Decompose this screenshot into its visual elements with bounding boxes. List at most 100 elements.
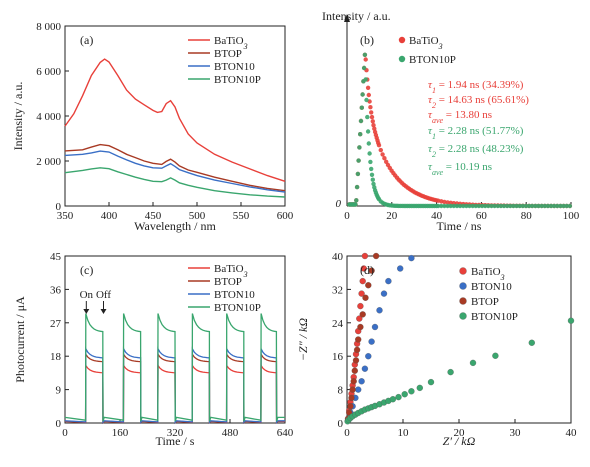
panel-d-data-point	[368, 338, 375, 345]
panel-d-legend-label-main: BTON10P	[471, 311, 518, 323]
panel-b-legend-label-main: BaTiO	[409, 35, 439, 47]
panel-b-data-point	[467, 203, 472, 209]
panel-b-annotation-text: = 1.94 ns (34.39%)	[436, 79, 524, 91]
panel-a-xtick-label: 600	[277, 210, 294, 222]
panel-b-data-point	[530, 203, 535, 209]
panel-b-data-point	[363, 57, 368, 62]
panel-b-data-point	[495, 203, 500, 209]
panel-b-data-point	[358, 132, 363, 137]
panel-d-data-point	[348, 394, 355, 402]
panel-b-data-point	[533, 203, 538, 209]
panel-c-label: (c)	[80, 263, 93, 277]
panel-b-data-point	[489, 203, 494, 209]
panel-b-data-point	[363, 77, 368, 82]
panel-b-annotation-text: = 2.28 ns (51.77%)	[436, 125, 524, 137]
panel-d-data-point	[361, 365, 369, 372]
panel-d-data-point	[358, 378, 365, 385]
panel-d-data-point	[395, 393, 402, 401]
panel-b-xlabel: Time / ns	[437, 219, 482, 233]
panel-b-data-point	[369, 114, 375, 120]
panel-b-data-point	[369, 172, 375, 177]
panel-c-legend-label: BTON10P	[214, 302, 261, 314]
panel-c-xtick-label: 480	[222, 427, 239, 439]
panel-b-legend-label: BaTiO3	[409, 35, 443, 51]
panel-b-data-point	[369, 110, 374, 115]
panel-b-data-point	[464, 203, 469, 209]
panel-b-data-point	[355, 171, 361, 177]
panel-b-data-point	[561, 203, 566, 209]
panel-c-xtick-label: 640	[277, 427, 294, 439]
panel-b-data-point	[548, 203, 554, 209]
panel-a-emission-spectra: 350 400 450 500 550 600 0 2 000 4 000 6 000 8 000 (…	[11, 21, 294, 233]
panel-d-legend-marker	[459, 297, 467, 305]
panel-b-xtick-label: 0	[344, 210, 350, 222]
panel-d-data-point	[408, 388, 415, 395]
panel-d-data-point	[376, 307, 383, 314]
panel-b-data-point	[567, 203, 573, 209]
panel-d-ytick-label: 40	[332, 251, 344, 263]
panel-c-legend-label-main: BTOP	[214, 276, 242, 288]
panel-b-data-point	[380, 152, 385, 157]
panel-a-series-line	[64, 167, 286, 198]
panel-d-xtick-label: 0	[344, 427, 350, 439]
panel-b-data-point	[372, 126, 377, 131]
panel-b-data-point	[514, 203, 519, 209]
panel-b-data-point	[369, 166, 374, 172]
panel-d-data-point	[357, 323, 364, 331]
panel-b-legend-label: BTON10P	[409, 54, 456, 66]
panel-c-legend-label-main: BTON10P	[214, 302, 261, 314]
panel-d-data-point	[355, 386, 362, 393]
panel-a-ytick-label: 4 000	[36, 111, 61, 123]
panel-a-series-line	[64, 150, 286, 193]
panel-d-xtick-label: 10	[398, 427, 410, 439]
panel-a-ytick-label: 8 000	[36, 21, 61, 33]
panel-b-ytick-label: 0	[336, 198, 342, 210]
panel-b-data-point	[479, 203, 485, 209]
panel-d-data-point	[359, 277, 366, 285]
panel-d-xtick-label: 20	[454, 427, 466, 439]
panel-d-data-point	[528, 339, 535, 346]
panel-b-data-point	[364, 97, 369, 103]
panel-b-annotation-symbol: τ	[428, 109, 433, 121]
panel-b-legend-label-sub: 3	[438, 42, 443, 51]
panel-b-data-point	[552, 203, 557, 209]
panel-a-xtick-label: 500	[189, 210, 206, 222]
panel-d-data-point	[350, 378, 357, 385]
panel-d-data-point	[371, 323, 379, 331]
panel-b-label: (b)	[360, 33, 374, 47]
panel-b-ylabel: Intensity / a.u.	[322, 9, 391, 23]
panel-b-data-point	[358, 118, 364, 124]
panel-b-y-arrow	[344, 14, 350, 22]
panel-b-data-point	[457, 203, 463, 209]
panel-a-xtick-label: 350	[57, 210, 74, 222]
panel-a-legend-label: BTON10P	[214, 74, 261, 86]
panel-b-data-point	[370, 119, 375, 124]
panel-b-data-point	[505, 203, 510, 209]
panel-d-xtick-label: 30	[510, 427, 522, 439]
panel-b-annotation: τ1 = 1.94 ns (34.39%)	[428, 79, 524, 95]
panel-d-data-point	[358, 290, 365, 297]
panel-b-data-point	[356, 158, 361, 163]
panel-d-data-point	[469, 359, 477, 367]
panel-c-legend-label-sub: 3	[243, 270, 248, 279]
panel-b-annotation-sub: 2	[432, 101, 436, 110]
panel-c-ytick-label: 36	[50, 284, 62, 296]
panel-d-ytick-label: 32	[332, 284, 343, 296]
panel-d-legend-label-main: BTOP	[471, 296, 499, 308]
panel-b-annotation-symbol: τ	[428, 161, 433, 173]
panel-d-data-point	[361, 252, 369, 260]
panel-d-xlabel: Z′ / kΩ	[443, 434, 476, 448]
panel-b-data-point	[365, 129, 371, 134]
panel-b-annotation-sub: 2	[432, 150, 436, 159]
panel-d-ytick-label: 24	[332, 318, 344, 330]
panel-d-frame	[346, 255, 572, 424]
panel-b-data-point	[520, 203, 525, 209]
panel-a-xtick-label: 450	[145, 210, 162, 222]
panel-d-ytick-label: 0	[338, 418, 344, 430]
panel-b-annotation-symbol: τ	[428, 94, 433, 106]
panel-d-data-point	[380, 290, 388, 297]
panel-a-ytick-label: 6 000	[36, 66, 61, 78]
panel-b-data-point	[382, 156, 387, 161]
panel-d-ytick-label: 8	[338, 385, 344, 397]
panel-b-data-point	[368, 159, 373, 165]
